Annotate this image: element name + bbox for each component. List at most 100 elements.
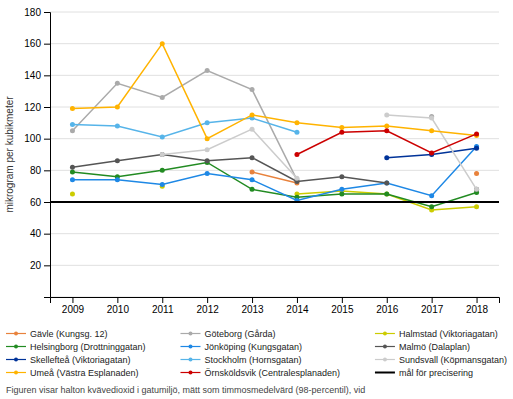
tick-mark [44,265,50,266]
legend-marker [188,358,192,362]
legend-item: Umeå (Västra Esplanaden) [6,368,139,378]
point [429,128,434,133]
tick: 120 [24,102,50,113]
legend-item: Sundsvall (Köpmansgatan) [375,355,507,365]
legend-label: Skellefteå (Viktoriagatan) [30,355,130,365]
series [70,116,300,140]
tick-label: 2018 [466,304,489,315]
tick-label: 2015 [331,304,354,315]
tick-mark [44,139,50,140]
point [250,177,255,182]
point [70,106,75,111]
legend-marker [14,371,18,375]
legend-label: Umeå (Västra Esplanaden) [30,368,139,378]
point [250,127,255,132]
series [70,68,434,182]
legend-item: Örnsköldsvik (Centralesplanaden) [180,368,340,378]
point [205,68,210,73]
legend: Gävle (Kungsg. 12)Göteborg (Gårda)Halmst… [6,329,507,378]
legend-item: Skellefteå (Viktoriagatan) [6,355,130,365]
grid-line [50,43,499,44]
point [70,122,75,127]
legend-item: Halmstad (Viktoriagatan) [375,329,498,339]
point [70,165,75,170]
tick-mark [44,107,50,108]
series-line [252,172,476,183]
grid-line [50,202,499,203]
point [115,105,120,110]
point [205,147,210,152]
point [294,176,299,181]
tick-mark [72,297,73,303]
point [160,168,165,173]
series-line [162,115,476,189]
tick: 2014 [286,297,309,315]
point [205,120,210,125]
point [429,150,434,155]
tick-label: 2017 [421,304,444,315]
tick-mark [117,297,118,303]
legend-item: Stockholm (Hornsgatan) [180,355,301,365]
tick: 100 [24,133,50,144]
series [70,41,479,141]
point [339,125,344,130]
point [384,112,389,117]
tick-mark [44,75,50,76]
tick-mark [477,297,478,303]
tick-label: 2011 [152,304,174,315]
legend-label: Helsingborg (Drottninggatan) [30,342,146,352]
point [160,152,165,157]
series-line [72,155,476,190]
tick-mark [207,297,208,303]
grid-line [50,75,499,76]
point [70,169,75,174]
tick-mark [342,297,343,303]
tick-label: 2009 [62,304,85,315]
tick: 2016 [376,297,399,315]
point [115,81,120,86]
tick-mark [252,297,253,303]
legend-marker [383,332,387,336]
tick-label: 120 [24,102,41,113]
legend-marker [14,345,18,349]
tick-label: 40 [30,228,42,239]
point [474,204,479,209]
legend-item: Malmö (Dalaplan) [375,342,470,352]
point [339,187,344,192]
tick: 180 [24,7,50,18]
tick-mark [44,12,50,13]
series-line [72,44,476,139]
tick-label: 20 [30,260,42,271]
tick-mark [387,297,388,303]
tick-label: 100 [24,133,41,144]
grid-line [50,12,499,13]
point [429,193,434,198]
point [384,192,389,197]
tick-mark [44,202,50,203]
x-axis: 2009201020112012201320142015201620172018 [51,297,500,315]
point [474,187,479,192]
point [160,41,165,46]
tick-mark [162,297,163,303]
legend-item: Jönköping (Kungsgatan) [180,342,302,352]
tick-label: 80 [30,165,42,176]
point [250,155,255,160]
tick-label: 180 [24,7,41,18]
grid-line [50,265,499,266]
legend-item: Göteborg (Gårda) [180,329,275,339]
legend-swatch [375,372,395,374]
point [384,192,389,197]
tick-mark [297,297,298,303]
point [339,130,344,135]
point [384,181,389,186]
tick-label: 160 [24,38,41,49]
point [250,169,255,174]
point [160,182,165,187]
point [70,192,75,197]
tick: 80 [30,165,50,176]
series-line [72,71,431,180]
point [70,177,75,182]
tick-mark [44,234,50,235]
tick-mark [432,297,433,303]
point [294,120,299,125]
